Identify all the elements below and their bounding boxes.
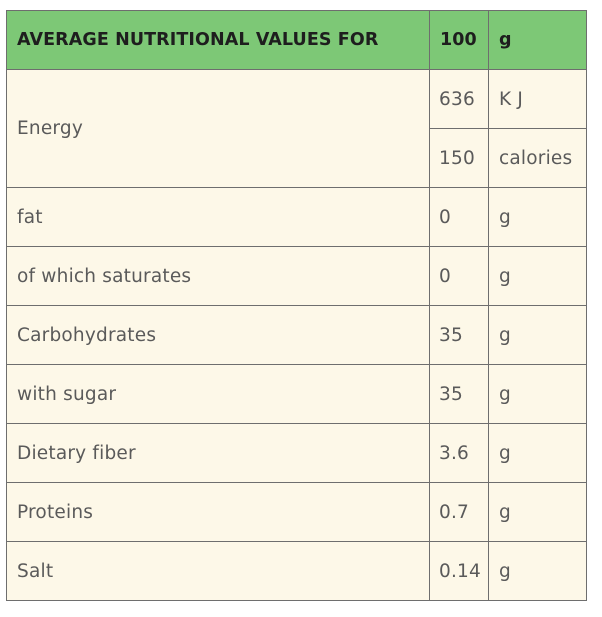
row-unit: g (488, 187, 587, 247)
header-title: AVERAGE NUTRITIONAL VALUES FOR (6, 10, 430, 70)
row-label: Salt (6, 541, 430, 601)
nutrition-table-header: AVERAGE NUTRITIONAL VALUES FOR 100 g (6, 10, 587, 70)
row-label: fat (6, 187, 430, 247)
row-value: 0.7 (429, 482, 489, 542)
row-unit: g (488, 541, 587, 601)
energy-calories-unit: calories (488, 128, 587, 188)
energy-kj-value: 636 (429, 69, 489, 129)
energy-label: Energy (6, 69, 430, 188)
row-unit: g (488, 423, 587, 483)
table-row-sugar: with sugar 35 g (6, 364, 587, 424)
row-value: 0.14 (429, 541, 489, 601)
header-unit: g (488, 10, 587, 70)
row-label: of which saturates (6, 246, 430, 306)
row-label: with sugar (6, 364, 430, 424)
energy-calories-value: 150 (429, 128, 489, 188)
table-row-energy-calories: 150 calories (7, 128, 587, 188)
row-value: 3.6 (429, 423, 489, 483)
table-row-fiber: Dietary fiber 3.6 g (6, 423, 587, 483)
row-label: Carbohydrates (6, 305, 430, 365)
nutrition-table: AVERAGE NUTRITIONAL VALUES FOR 100 g Ene… (6, 10, 587, 601)
table-row-carbohydrates: Carbohydrates 35 g (6, 305, 587, 365)
header-amount: 100 (429, 10, 489, 70)
table-row-salt: Salt 0.14 g (6, 541, 587, 601)
row-unit: g (488, 246, 587, 306)
row-unit: g (488, 305, 587, 365)
header-row: AVERAGE NUTRITIONAL VALUES FOR 100 g (6, 10, 587, 70)
table-row-energy-kj: Energy 636 K J (6, 69, 587, 188)
row-value: 35 (429, 305, 489, 365)
table-row-fat: fat 0 g (6, 187, 587, 247)
table-row-proteins: Proteins 0.7 g (6, 482, 587, 542)
row-unit: g (488, 482, 587, 542)
nutrition-table-body: Energy 636 K J 150 calories fat 0 g of w… (6, 69, 587, 601)
energy-kj-unit: K J (488, 69, 587, 129)
row-value: 35 (429, 364, 489, 424)
row-value: 0 (429, 187, 489, 247)
row-label: Proteins (6, 482, 430, 542)
row-value: 0 (429, 246, 489, 306)
row-label: Dietary fiber (6, 423, 430, 483)
row-unit: g (488, 364, 587, 424)
table-row-saturates: of which saturates 0 g (6, 246, 587, 306)
